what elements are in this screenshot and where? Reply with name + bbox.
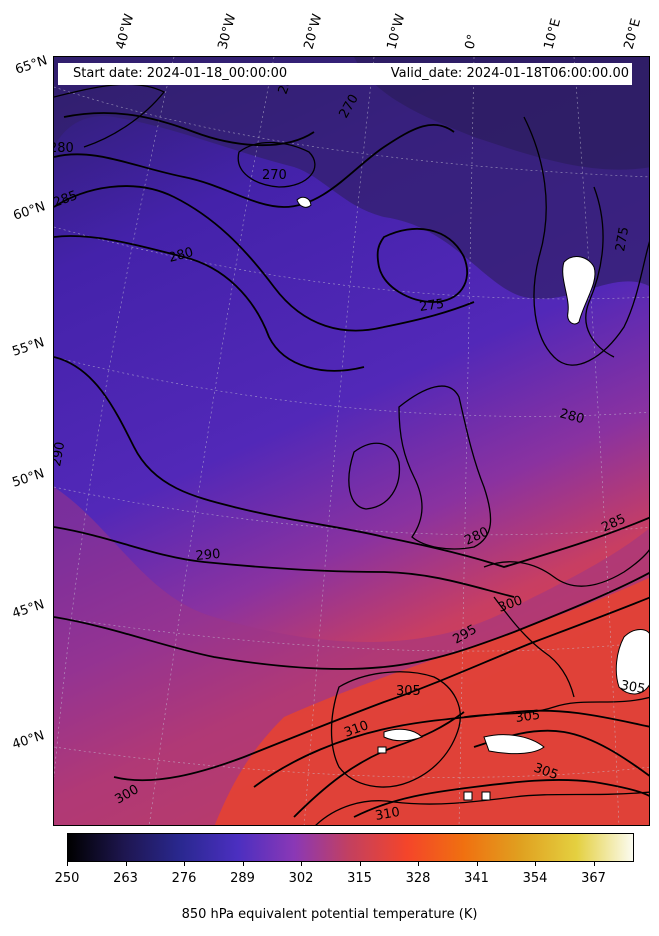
colorbar-tick	[184, 862, 185, 866]
greenland-coast	[54, 83, 166, 148]
lat-label-60n: 60°N	[11, 199, 48, 224]
contour-label-275b: 275	[613, 226, 632, 253]
iceland-coast	[237, 141, 316, 188]
theta-e-field: 265 270 270 275 275 280 280 280 280 285 …	[54, 57, 649, 825]
contour-310b	[353, 779, 649, 818]
contour-label-280c: 280	[558, 406, 586, 427]
britain-coast	[398, 385, 492, 550]
colorbar-tick-label: 263	[113, 871, 138, 886]
contour-label-280b: 280	[54, 141, 74, 156]
lat-label-40n: 40°N	[10, 728, 47, 753]
colorbar-tick-label: 354	[522, 871, 548, 886]
contour-295	[54, 572, 649, 670]
contour-label-290: 290	[195, 547, 221, 564]
colorbar-tick	[301, 862, 302, 866]
colorbar-tick-label: 276	[171, 871, 197, 886]
colorbar-tick-label: 302	[288, 871, 314, 886]
lon-label-20e: 20°E	[621, 16, 645, 51]
contour-label-310b: 310	[374, 805, 401, 824]
lon-label-0: 0°	[462, 32, 481, 51]
date-info-box: Start date: 2024-01-18_00:00:00 Valid_da…	[58, 63, 632, 85]
colorbar-tick	[67, 862, 68, 866]
colorbar-tick	[476, 862, 478, 866]
lon-label-10w: 10°W	[384, 12, 409, 51]
colorbar-tick-label: 367	[581, 871, 606, 886]
lon-label-20w: 20°W	[301, 12, 326, 51]
colorbar-tick-label: 328	[405, 871, 431, 886]
start-date: Start date: 2024-01-18_00:00:00	[73, 66, 288, 81]
ireland-coast	[348, 442, 401, 510]
colorbar-tick-label: 250	[54, 871, 80, 886]
colorbar-tick	[535, 862, 536, 866]
lon-label-40w: 40°W	[113, 12, 138, 51]
missing-data-patches	[296, 196, 649, 801]
africa-coast	[315, 791, 649, 825]
map-panel: 265 270 270 275 275 280 280 280 280 285 …	[53, 56, 650, 826]
contour-label-305d: 305	[619, 678, 646, 697]
colorbar-tick-label: 341	[464, 871, 489, 886]
lat-label-50n: 50°N	[10, 466, 47, 491]
contour-label-275: 275	[418, 297, 445, 315]
graticule	[54, 57, 649, 825]
colorbar-tick	[418, 862, 419, 866]
colorbar-tick-label: 315	[347, 871, 372, 886]
france-coast	[493, 596, 575, 698]
contour-285	[54, 356, 649, 568]
contour-label-290b: 290	[54, 441, 68, 468]
contour-310	[293, 711, 465, 818]
colorbar-tick-label: 289	[230, 871, 255, 886]
contour-label-305b: 305	[514, 708, 541, 726]
contour-290	[54, 526, 515, 598]
lat-label-65n: 65°N	[13, 53, 50, 78]
lon-label-30w: 30°W	[215, 12, 240, 51]
contour-label-280: 280	[167, 245, 195, 266]
scandinavia-coast	[523, 116, 649, 366]
colorbar	[67, 833, 634, 862]
lat-label-55n: 55°N	[10, 335, 47, 360]
colorbar-title: 850 hPa equivalent potential temperature…	[181, 907, 478, 922]
valid-date: Valid_date: 2024-01-18T06:00:00.00	[390, 66, 629, 81]
contour-300	[113, 596, 649, 782]
iberia-coast	[330, 671, 461, 788]
colorbar-tick	[359, 862, 361, 866]
contour-label-305: 305	[396, 684, 421, 699]
colorbar-tick	[593, 862, 595, 866]
lon-label-10e: 10°E	[541, 16, 565, 51]
contour-label-270b: 270	[262, 168, 287, 183]
theta-e-contours	[54, 112, 649, 818]
very-cold-region	[54, 57, 649, 170]
colorbar-tick	[125, 862, 127, 866]
lat-label-45n: 45°N	[10, 597, 47, 622]
colorbar-tick	[242, 862, 244, 866]
scandinavia-coast-2	[585, 186, 615, 358]
contour-305	[253, 709, 649, 788]
